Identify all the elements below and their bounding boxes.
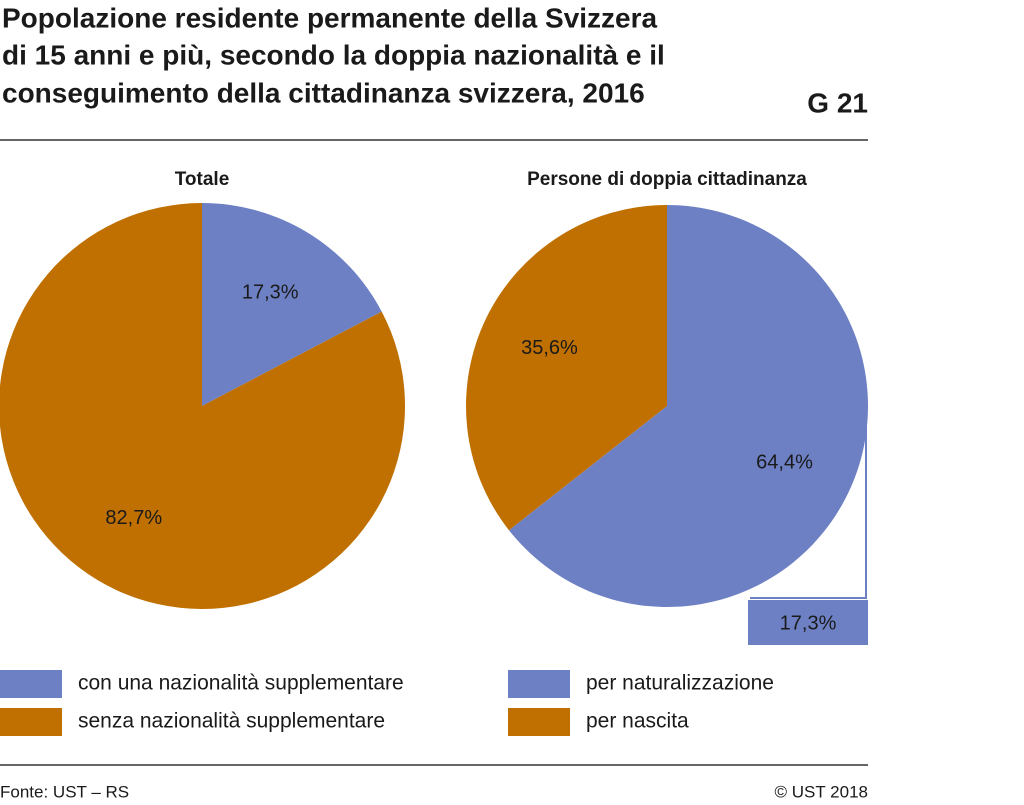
pie-slice [466,205,667,531]
legend-label: con una nazionalità supplementare [78,672,404,695]
callout-line [750,420,867,599]
title-line: di 15 anni e più, secondo la doppia nazi… [2,39,665,70]
data-label: 82,7% [105,507,162,529]
legend-label: senza nazionalità supplementare [78,710,385,733]
callout-box [748,600,868,645]
legend-swatch [508,670,570,698]
legend-label: per naturalizzazione [586,672,774,695]
data-label: 64,4% [756,451,813,473]
legend-swatch [508,708,570,736]
data-label: 17,3% [242,281,299,303]
data-label: 35,6% [521,337,578,359]
copyright: © UST 2018 [775,782,868,801]
pie-slice [202,203,382,406]
pie-slice [508,205,869,607]
title-line: conseguimento della cittadinanza svizzer… [2,77,645,108]
source: Fonte: UST – RS [0,782,129,801]
pie-title: Totale [175,169,230,190]
pie-title: Persone di doppia cittadinanza [527,169,807,190]
legend-swatch [0,708,62,736]
legend-swatch [0,670,62,698]
pie-slice [0,203,405,609]
chart-code: G 21 [807,87,868,118]
title-line: Popolazione residente permanente della S… [2,2,658,33]
callout-label: 17,3% [780,612,837,634]
legend-label: per nascita [586,710,689,733]
